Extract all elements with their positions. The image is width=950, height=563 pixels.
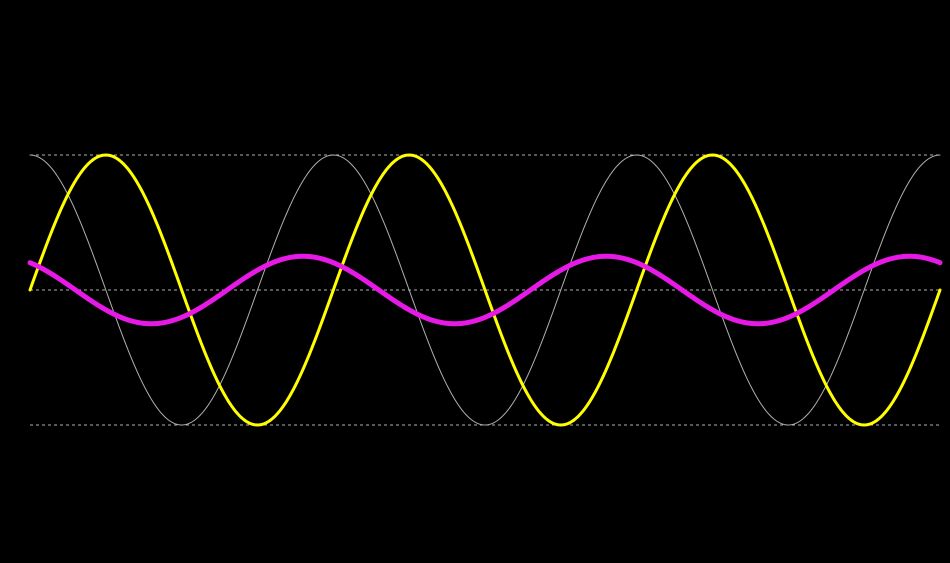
waveform-chart <box>0 0 950 563</box>
trace-yellow <box>30 155 940 425</box>
